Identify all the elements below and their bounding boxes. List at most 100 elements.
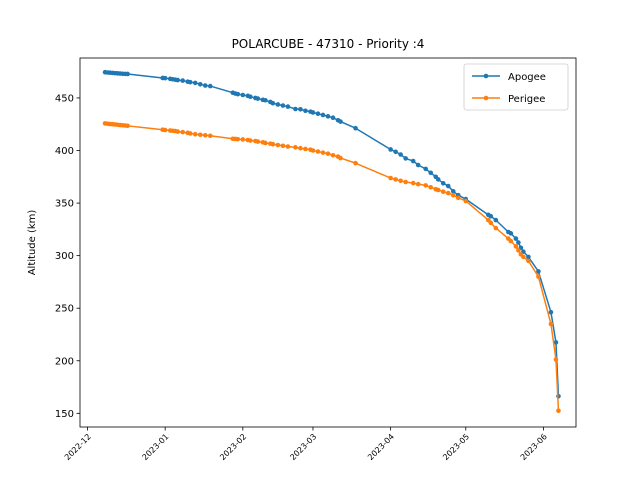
data-point-apogee [270, 100, 276, 106]
data-point-perigee [125, 123, 130, 129]
data-point-perigee [508, 238, 514, 244]
data-point-apogee [263, 97, 268, 103]
data-point-perigee [187, 131, 193, 136]
data-point-perigee [248, 138, 253, 143]
data-point-perigee [285, 144, 291, 149]
legend-swatch-marker [483, 95, 489, 101]
data-point-apogee [428, 170, 434, 176]
data-point-apogee [275, 102, 281, 107]
legend: Apogee Perigee [463, 63, 569, 111]
legend-item-perigee: Perigee [472, 94, 545, 105]
data-point-perigee [536, 274, 541, 279]
data-point-apogee [162, 75, 168, 81]
y-axis-label: Altitude (km) [27, 210, 38, 276]
y-tick-label: 250 [55, 304, 74, 315]
data-point-perigee [556, 408, 561, 414]
data-point-apogee [202, 83, 208, 88]
data-point-perigee [463, 198, 469, 204]
y-axis: 150 200 250 300 350 400 450 [55, 93, 80, 420]
data-point-apogee [192, 80, 198, 86]
data-point-perigee [192, 131, 198, 137]
data-point-apogee [248, 94, 253, 99]
data-point-apogee [488, 213, 494, 219]
y-tick-label: 200 [55, 356, 74, 367]
data-point-apogee [423, 166, 429, 172]
data-point-perigee [270, 141, 276, 147]
series-apogee [102, 69, 561, 399]
data-point-apogee [330, 115, 336, 121]
data-point-perigee [415, 181, 421, 187]
data-point-perigee [320, 150, 326, 155]
data-point-apogee [255, 96, 261, 101]
data-point-perigee [388, 175, 393, 181]
data-point-apogee [445, 183, 451, 189]
data-point-apogee [325, 114, 331, 119]
data-point-perigee [435, 187, 441, 193]
data-point-apogee [526, 254, 531, 260]
data-point-perigee [403, 179, 408, 185]
data-point-apogee [410, 158, 416, 164]
legend-label: Apogee [508, 72, 546, 83]
data-point-perigee [516, 248, 521, 253]
y-tick-label: 450 [55, 93, 74, 104]
data-point-perigee [175, 129, 180, 134]
y-tick-label: 400 [55, 146, 74, 157]
data-point-apogee [398, 152, 403, 157]
data-point-apogee [338, 119, 343, 124]
data-point-apogee [536, 269, 541, 274]
data-point-apogee [450, 189, 456, 194]
data-point-apogee [508, 231, 514, 236]
data-point-apogee [187, 79, 193, 85]
data-point-perigee [410, 180, 416, 186]
data-point-apogee [415, 162, 421, 168]
data-point-perigee [548, 321, 554, 327]
data-point-apogee [310, 110, 316, 115]
data-point-apogee [315, 111, 321, 117]
y-tick-label: 350 [55, 199, 74, 210]
data-point-apogee [553, 340, 559, 345]
data-point-apogee [235, 91, 241, 97]
y-tick-label: 150 [55, 409, 74, 420]
data-point-perigee [298, 145, 303, 151]
legend-swatch-marker [483, 73, 489, 79]
data-point-apogee [403, 156, 408, 161]
data-point-perigee [338, 155, 343, 161]
chart-title: POLARCUBE - 47310 - Priority :4 [232, 37, 425, 51]
data-point-apogee [440, 181, 446, 186]
data-point-perigee [493, 225, 499, 231]
axes-frame [79, 57, 577, 428]
data-point-apogee [298, 107, 303, 112]
data-point-perigee [275, 142, 281, 148]
data-point-apogee [388, 147, 393, 152]
data-point-perigee [235, 136, 241, 142]
data-point-apogee [303, 108, 308, 114]
data-point-perigee [450, 192, 456, 198]
series-perigee [102, 121, 561, 414]
data-point-perigee [513, 244, 519, 249]
data-point-apogee [207, 83, 213, 89]
data-point-perigee [325, 151, 331, 156]
data-point-apogee [435, 177, 441, 182]
data-point-perigee [445, 190, 451, 196]
data-point-apogee [393, 149, 398, 155]
data-point-perigee [202, 132, 208, 138]
data-point-apogee [353, 125, 358, 131]
data-point-apogee [125, 71, 130, 77]
data-point-perigee [488, 220, 494, 226]
data-point-perigee [428, 185, 434, 190]
data-point-apogee [493, 217, 499, 223]
data-point-perigee [521, 254, 526, 260]
data-point-perigee [455, 195, 461, 201]
data-point-perigee [398, 178, 403, 184]
data-point-perigee [255, 139, 261, 144]
data-point-perigee [162, 127, 168, 133]
data-point-apogee [285, 104, 291, 109]
data-point-perigee [553, 357, 559, 362]
data-point-perigee [303, 146, 308, 152]
legend-item-apogee: Apogee [472, 72, 546, 83]
data-point-perigee [293, 145, 298, 150]
data-point-apogee [280, 103, 286, 108]
legend-label: Perigee [508, 94, 545, 105]
series-layer [102, 69, 561, 414]
